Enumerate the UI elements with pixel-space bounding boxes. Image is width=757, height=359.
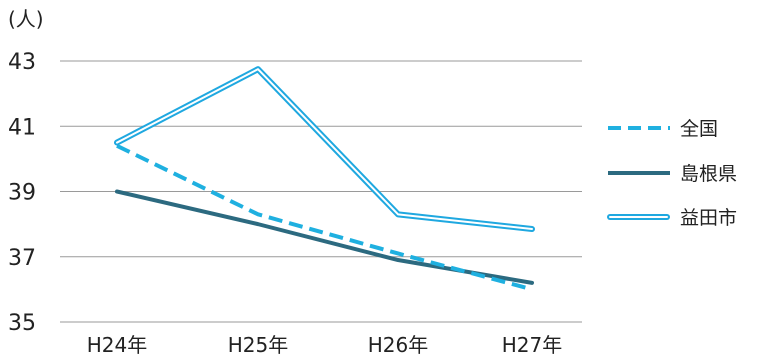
x-tick-label: H26年 xyxy=(368,333,429,357)
y-unit-label: (人) xyxy=(8,7,44,31)
y-tick-label: 43 xyxy=(8,50,36,75)
series-line-inner xyxy=(116,68,533,231)
legend-label: 島根県 xyxy=(680,163,737,185)
legend-item: 島根県 xyxy=(608,163,737,185)
x-tick-label: H27年 xyxy=(502,333,563,357)
x-axis-ticks: H24年 H25年 H26年 H27年 xyxy=(87,333,563,357)
series-2 xyxy=(115,189,534,285)
y-tick-label: 41 xyxy=(8,115,36,140)
legend-item: 益田市 xyxy=(607,207,737,229)
x-tick-label: H25年 xyxy=(228,333,289,357)
series-1 xyxy=(116,144,533,292)
y-axis-ticks: 35 37 39 41 43 xyxy=(8,50,36,336)
series-line xyxy=(116,144,533,292)
series-lines xyxy=(114,66,535,292)
series-3 xyxy=(114,66,535,233)
legend-item: 全国 xyxy=(608,118,718,140)
y-tick-label: 37 xyxy=(8,246,36,271)
legend-label: 益田市 xyxy=(680,207,737,229)
y-tick-label: 35 xyxy=(8,311,36,336)
x-tick-label: H24年 xyxy=(87,333,148,357)
legend-label: 全国 xyxy=(680,118,718,140)
y-tick-label: 39 xyxy=(8,181,36,206)
series-line xyxy=(115,189,534,285)
